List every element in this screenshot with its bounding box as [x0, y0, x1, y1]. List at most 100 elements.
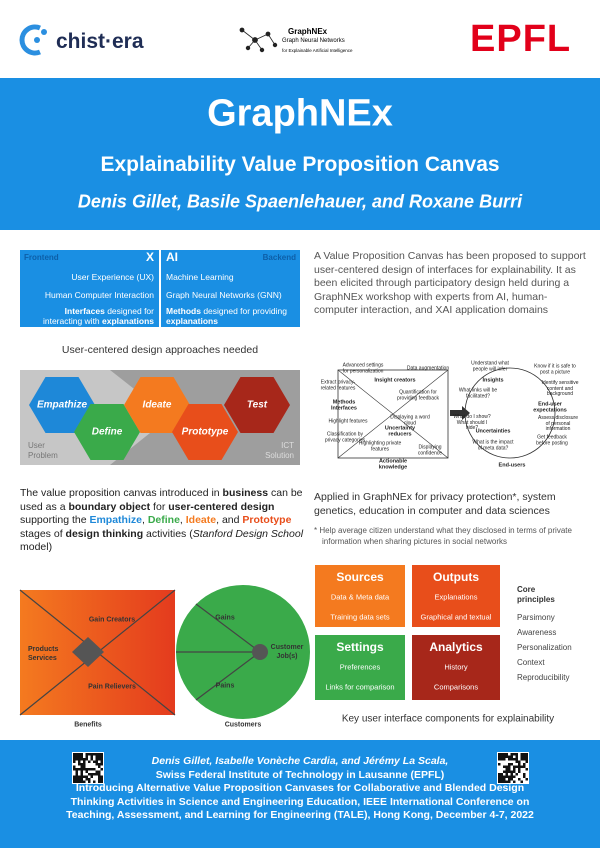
canvas-label: Pain Relievers	[88, 683, 136, 691]
paragraph-text: The value proposition canvas introduced …	[20, 487, 223, 499]
qr-code	[72, 752, 104, 784]
diagram-label: Highlight features	[328, 418, 368, 425]
paragraph-text: Empathize	[89, 514, 142, 526]
paragraph-text: Prototype	[242, 514, 292, 526]
paragraph-text: ,	[179, 514, 186, 526]
vpc-arrow	[450, 406, 470, 420]
paragraph-text: supporting the	[20, 514, 90, 526]
stage-label: Prototype	[181, 426, 229, 438]
text-bold: explanations	[166, 316, 218, 326]
paragraph-text: user-centered design	[168, 500, 275, 513]
stage-hexagon	[74, 404, 140, 460]
box-item: Training data sets	[330, 612, 390, 622]
box-item: Graphical and textual	[420, 612, 492, 622]
box-item: Preferences	[339, 662, 381, 672]
footer-authors: Denis Gillet, Isabelle Vonèche Cardia, a…	[151, 755, 449, 767]
diagram-label: End-users	[498, 462, 526, 469]
diagram-label: Actionable knowledge	[378, 458, 408, 470]
diagram-label: Displaying a word cloud	[390, 414, 430, 426]
stage-hexagon	[224, 377, 290, 433]
diagram-label: Displaying confidence	[417, 444, 443, 456]
footnote: * Help average citizen understand what t…	[314, 526, 600, 547]
table-cell: Human Computer Interaction	[44, 290, 154, 300]
table-tag: Backend	[262, 253, 296, 262]
box-item: Comparisons	[433, 682, 479, 692]
diagram-label: Assess disclosure of personal informatio…	[537, 414, 578, 432]
logo-right: EPFL	[470, 18, 572, 60]
footnote-text: Help average citizen understand what the…	[319, 526, 572, 546]
design-label: User Problem	[28, 441, 58, 460]
qr-code	[497, 752, 529, 784]
canvas-label: Pains	[215, 682, 235, 690]
table-cell: Interfaces designed for interacting with…	[24, 306, 154, 326]
paragraph-text: business	[222, 487, 269, 499]
table-cell: Methods designed for providing explanati…	[166, 306, 296, 326]
diagram-label: Get feedback before posting	[536, 434, 568, 446]
diagram-label: Know if it is safe to post a picture	[534, 363, 576, 375]
core-item: Personalization	[517, 643, 572, 652]
footer-affiliation: Swiss Federal Institute of Technology in…	[155, 769, 445, 781]
title: GraphNEx	[207, 92, 393, 135]
vpc-square	[337, 369, 449, 459]
diagram-label: What is the impact of meta data?	[472, 439, 514, 451]
paragraph: The value proposition canvas introduced …	[20, 487, 305, 555]
table-cell: Machine Learning	[166, 272, 234, 282]
box-title: Settings	[336, 640, 384, 654]
authors: Denis Gillet, Basile Spaenlehauer, and R…	[77, 191, 523, 212]
core-title: Core principles	[517, 585, 555, 604]
box-item: Explanations	[434, 592, 478, 602]
canvas-dot	[252, 644, 268, 660]
canvas-label: Benefits	[74, 721, 102, 729]
intro: A Value Proposition Canvas has been prop…	[314, 250, 586, 316]
diagram-label: Uncertainty reducers	[384, 425, 416, 437]
paragraph-text: design thinking	[65, 527, 144, 540]
paragraph-text: for	[150, 500, 169, 513]
canvas-diamond	[72, 637, 104, 667]
paragraph-text: stages of	[20, 527, 66, 540]
stage-label: Define	[91, 426, 123, 438]
diagram-label: Advanced settings for personalization	[342, 362, 384, 374]
diagram-label: What do I show? What should I hide?	[453, 413, 491, 431]
stage-hexagon	[124, 377, 190, 433]
diagram-label: Highlighting private features	[358, 440, 402, 452]
canvas-label: Customers	[224, 721, 262, 729]
diagram-label: Data augmentation	[406, 365, 450, 372]
design-label: ICT Solution	[265, 441, 294, 460]
stage-label: Empathize	[36, 399, 88, 411]
logo-center-name: GraphNEx	[288, 27, 328, 36]
diagram-label: What links will be facilitated?	[458, 387, 498, 399]
text: designed for providing	[200, 306, 287, 316]
canvas-label: Products Services	[28, 646, 59, 662]
analytics-box	[412, 635, 500, 700]
table-head: AI	[166, 250, 178, 264]
applied: Applied in GraphNEx for privacy protecti…	[314, 491, 556, 517]
stage-label: Test	[246, 399, 268, 411]
table-tag: Frontend	[24, 253, 59, 262]
paragraph-text: Ideate	[185, 514, 217, 526]
diagram-label: End-user expectations	[533, 401, 567, 413]
box-title: Sources	[336, 570, 384, 584]
canvas-label: Customer Job(s)	[270, 644, 304, 660]
caption: Key user interface components for explai…	[341, 713, 555, 725]
core-item: Context	[517, 658, 545, 667]
footnote-mark: *	[314, 526, 318, 535]
paragraph-text: boundary object	[68, 500, 151, 513]
box-title: Analytics	[429, 640, 483, 654]
paragraph-text: Stanford Design School	[192, 527, 304, 540]
canvas-label: Gain Creators	[88, 616, 136, 624]
graphnex-icon	[239, 27, 278, 53]
stage-hexagon	[172, 404, 238, 460]
table-head: X	[145, 250, 154, 264]
paragraph-text: can be used as a	[20, 487, 303, 513]
box-item: Data & Meta data	[330, 592, 390, 602]
core-item: Awareness	[517, 628, 557, 637]
diagram-label: Uncertainties	[475, 428, 511, 435]
canvas-label: Gains	[215, 614, 235, 622]
box-item: Links for comparison	[325, 682, 395, 692]
logo-left: chist·era	[56, 30, 144, 53]
box-title: Outputs	[433, 570, 479, 584]
logo-center-line: for Explainable Artificial Intelligence	[282, 48, 353, 53]
outputs-box	[412, 565, 500, 627]
text-bold: Interfaces	[64, 306, 105, 316]
